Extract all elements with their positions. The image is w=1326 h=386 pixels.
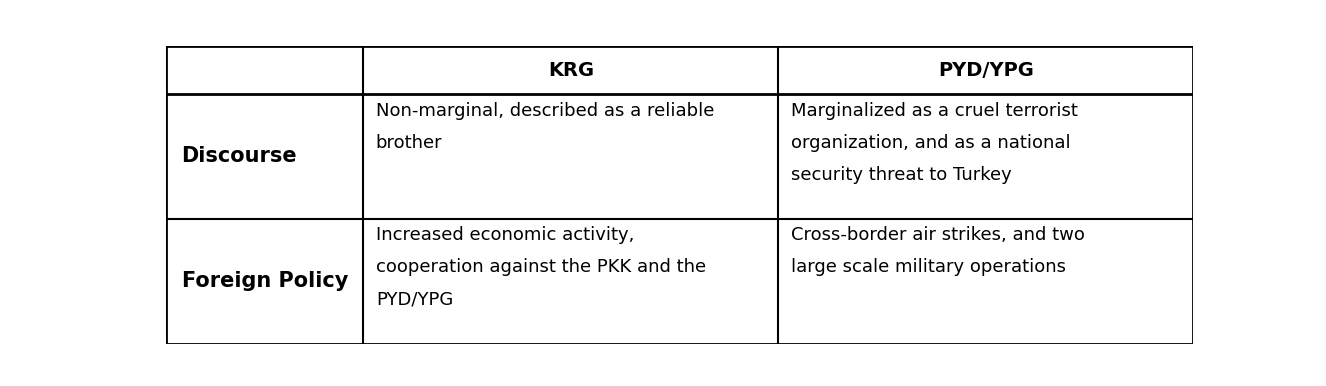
Text: Discourse: Discourse [182,146,297,166]
Text: PYD/YPG: PYD/YPG [937,61,1034,80]
Text: Marginalized as a cruel terrorist
organization, and as a national
security threa: Marginalized as a cruel terrorist organi… [790,102,1078,184]
Text: Non-marginal, described as a reliable
brother: Non-marginal, described as a reliable br… [375,102,715,152]
Text: KRG: KRG [548,61,594,80]
Text: Foreign Policy: Foreign Policy [182,271,347,291]
Text: Cross-border air strikes, and two
large scale military operations: Cross-border air strikes, and two large … [790,226,1085,276]
Text: Increased economic activity,
cooperation against the PKK and the
PYD/YPG: Increased economic activity, cooperation… [375,226,705,308]
